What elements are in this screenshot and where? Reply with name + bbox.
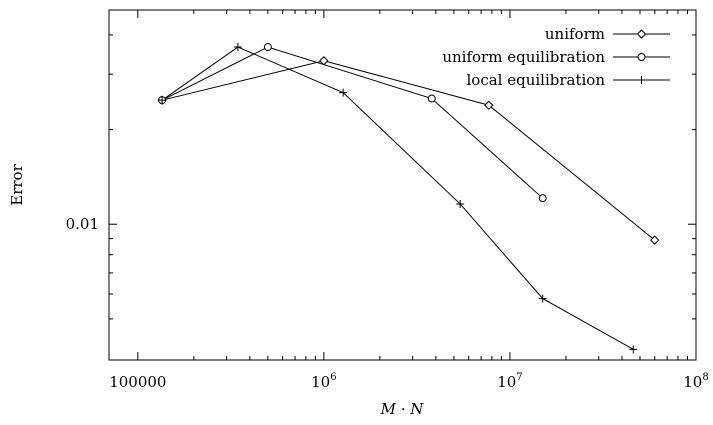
legend-marker-uniform [636,29,647,39]
data-point-uniform-equilibration [538,194,547,203]
x-tick-exponent: 8 [702,372,708,383]
data-point-uniform [484,100,494,110]
x-tick-exponent: 7 [516,372,522,383]
legend: uniform uniform equilibration local equili… [442,25,670,89]
x-tick-label: 108 [683,372,708,391]
legend-label-uniform: uniform [545,25,605,43]
data-point-uniform-equilibration [427,94,436,103]
legend-label-uniform-equilibration: uniform equilibration [442,48,605,66]
data-point-local-equilibration [629,345,638,354]
legend-label-local-equilibration: local equilibration [466,71,605,89]
x-tick-label: 100000 [109,373,166,391]
data-point-local-equilibration [233,43,242,52]
x-tick-label: 106 [311,372,336,391]
data-point-uniform-equilibration [263,43,272,52]
data-point-local-equilibration [339,88,348,97]
data-point-local-equilibration [456,199,465,208]
y-axis-label: Error [8,163,26,205]
series-line-local-equilibration [161,46,634,350]
series-lines [161,46,656,350]
plot-frame [108,9,697,361]
data-point-local-equilibration [158,96,167,105]
series-line-uniform [161,60,656,241]
legend-marker-uniform-equilibration [637,53,646,61]
x-axis-label: M · N [380,400,425,418]
x-tick-exponent: 6 [330,372,336,383]
data-point-uniform [319,56,329,66]
data-point-local-equilibration [538,294,547,303]
x-tick-label: 107 [497,372,522,391]
series-line-uniform-equilibration [161,46,544,199]
y-tick-label: 0.01 [66,215,99,233]
axis-ticks: 100000 106 107 108 0.01 [66,10,709,391]
legend-marker-local-equilibration [637,76,646,84]
data-point-uniform [650,235,660,245]
series-markers [157,43,660,354]
